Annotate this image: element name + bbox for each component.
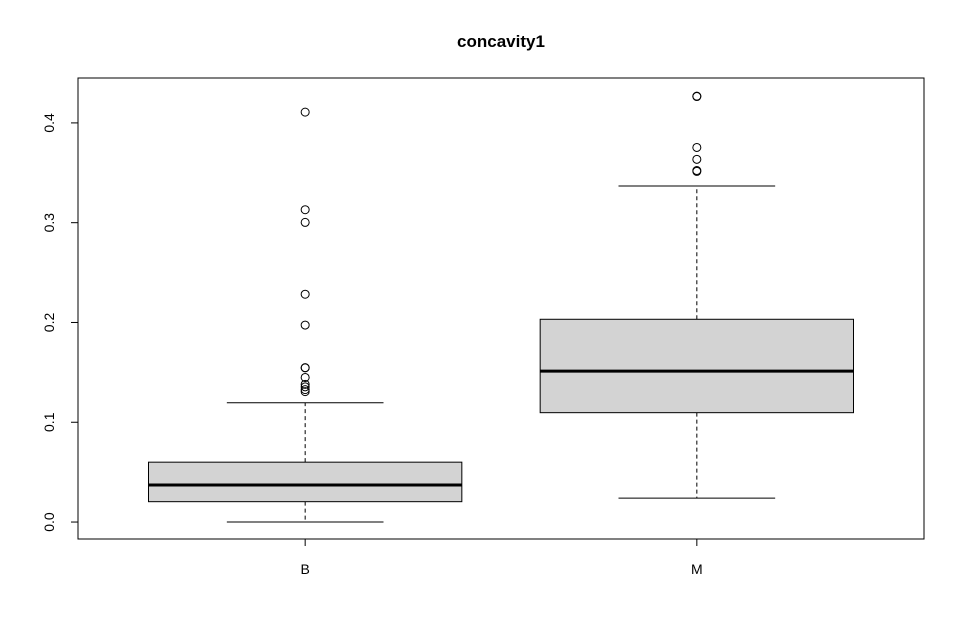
y-tick-label: 0.2 (41, 313, 57, 333)
y-tick-label: 0.1 (41, 412, 57, 432)
iqr-box (148, 461, 463, 503)
boxes-group (148, 91, 855, 523)
y-tick-label: 0.4 (41, 113, 57, 133)
box-B (148, 107, 463, 523)
outlier-point (300, 320, 310, 330)
outlier-point (300, 107, 310, 117)
outlier-point (300, 205, 310, 215)
outlier-point (692, 154, 702, 164)
outlier-point (300, 363, 310, 373)
x-tick-label: B (300, 561, 309, 577)
box-M (539, 91, 855, 499)
outlier-point (300, 379, 310, 389)
outlier-point (692, 166, 702, 176)
x-tick-label: M (691, 561, 703, 577)
y-tick-label: 0.0 (41, 512, 57, 532)
iqr-box (539, 318, 855, 414)
chart-title: concavity1 (457, 32, 545, 51)
outlier-point (692, 92, 702, 102)
outlier-point (300, 387, 310, 397)
y-axis: 0.0 0.1 0.2 0.3 0.4 (41, 113, 79, 532)
outlier-point (300, 217, 310, 227)
outlier-point (692, 142, 702, 152)
outlier-point (300, 372, 310, 382)
outlier-point (300, 382, 310, 392)
y-tick-label: 0.3 (41, 213, 57, 233)
outlier-point (300, 289, 310, 299)
